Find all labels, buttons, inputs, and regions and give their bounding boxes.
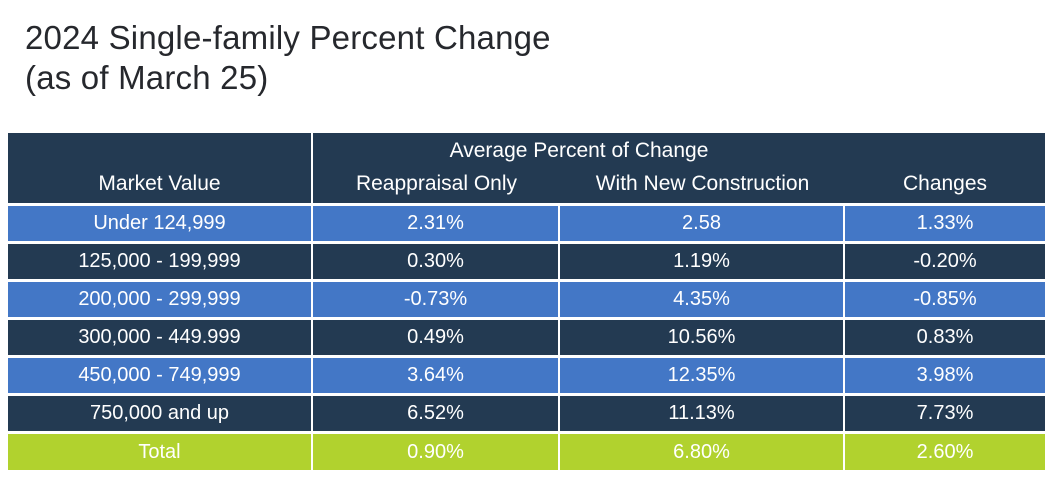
cell-with-new-construction: 4.35% (560, 282, 845, 317)
table-row: 300,000 - 449.999 0.49% 10.56% 0.83% (8, 320, 1045, 355)
page-title-line2: (as of March 25) (25, 59, 269, 96)
header-subrow: Reappraisal Only With New Construction (313, 169, 845, 203)
table-row-total: Total 0.90% 6.80% 2.60% (8, 434, 1045, 470)
cell-with-new-construction: 1.19% (560, 244, 845, 279)
cell-reappraisal-only: 0.90% (313, 434, 560, 470)
cell-market-value: 750,000 and up (8, 396, 313, 431)
cell-reappraisal-only: 6.52% (313, 396, 560, 431)
column-header-changes: Changes (902, 172, 988, 195)
cell-market-value: Under 124,999 (8, 206, 313, 241)
cell-changes: 0.83% (916, 326, 974, 348)
cell-changes: 3.98% (916, 364, 974, 386)
cell-changes: 2.60% (916, 440, 974, 463)
cell-reappraisal-only: -0.73% (313, 282, 560, 317)
header-group-wrap: Average Percent of Change Reappraisal On… (313, 133, 845, 203)
cell-changes: 7.73% (916, 402, 974, 424)
cell-with-new-construction: 6.80% (560, 434, 845, 470)
cell-market-value: 450,000 - 749,999 (8, 358, 313, 393)
table-row: 125,000 - 199,999 0.30% 1.19% -0.20% (8, 244, 1045, 279)
column-group-header: Average Percent of Change (449, 139, 709, 162)
cell-with-new-construction: 10.56% (560, 320, 845, 355)
table-row: 750,000 and up 6.52% 11.13% 7.73% (8, 396, 1045, 431)
cell-market-value: 300,000 - 449.999 (8, 320, 313, 355)
table-row: Under 124,999 2.31% 2.58 1.33% (8, 206, 1045, 241)
table-row: 200,000 - 299,999 -0.73% 4.35% -0.85% (8, 282, 1045, 317)
page-title-line1: 2024 Single-family Percent Change (25, 19, 551, 56)
cell-with-new-construction: 11.13% (560, 396, 845, 431)
column-header-reappraisal-only: Reappraisal Only (355, 172, 518, 195)
cell-reappraisal-only: 3.64% (313, 358, 560, 393)
column-header-with-new-construction: With New Construction (595, 172, 810, 195)
percent-change-table: Market Value Average Percent of Change R… (8, 133, 1045, 470)
table-header: Market Value Average Percent of Change R… (8, 133, 1045, 203)
cell-with-new-construction: 2.58 (560, 206, 845, 241)
cell-changes: -0.85% (913, 288, 977, 310)
cell-reappraisal-only: 0.30% (313, 244, 560, 279)
cell-market-value: 200,000 - 299,999 (8, 282, 313, 317)
cell-changes: -0.20% (913, 250, 977, 272)
cell-market-value: 125,000 - 199,999 (8, 244, 313, 279)
cell-with-new-construction: 12.35% (560, 358, 845, 393)
cell-reappraisal-only: 0.49% (313, 320, 560, 355)
cell-changes: 1.33% (916, 212, 974, 234)
column-header-market-value: Market Value (8, 133, 313, 203)
cell-total-label: Total (8, 434, 313, 470)
table-row: 450,000 - 749,999 3.64% 12.35% 3.98% (8, 358, 1045, 393)
cell-reappraisal-only: 2.31% (313, 206, 560, 241)
page-title: 2024 Single-family Percent Change (as of… (25, 18, 551, 98)
